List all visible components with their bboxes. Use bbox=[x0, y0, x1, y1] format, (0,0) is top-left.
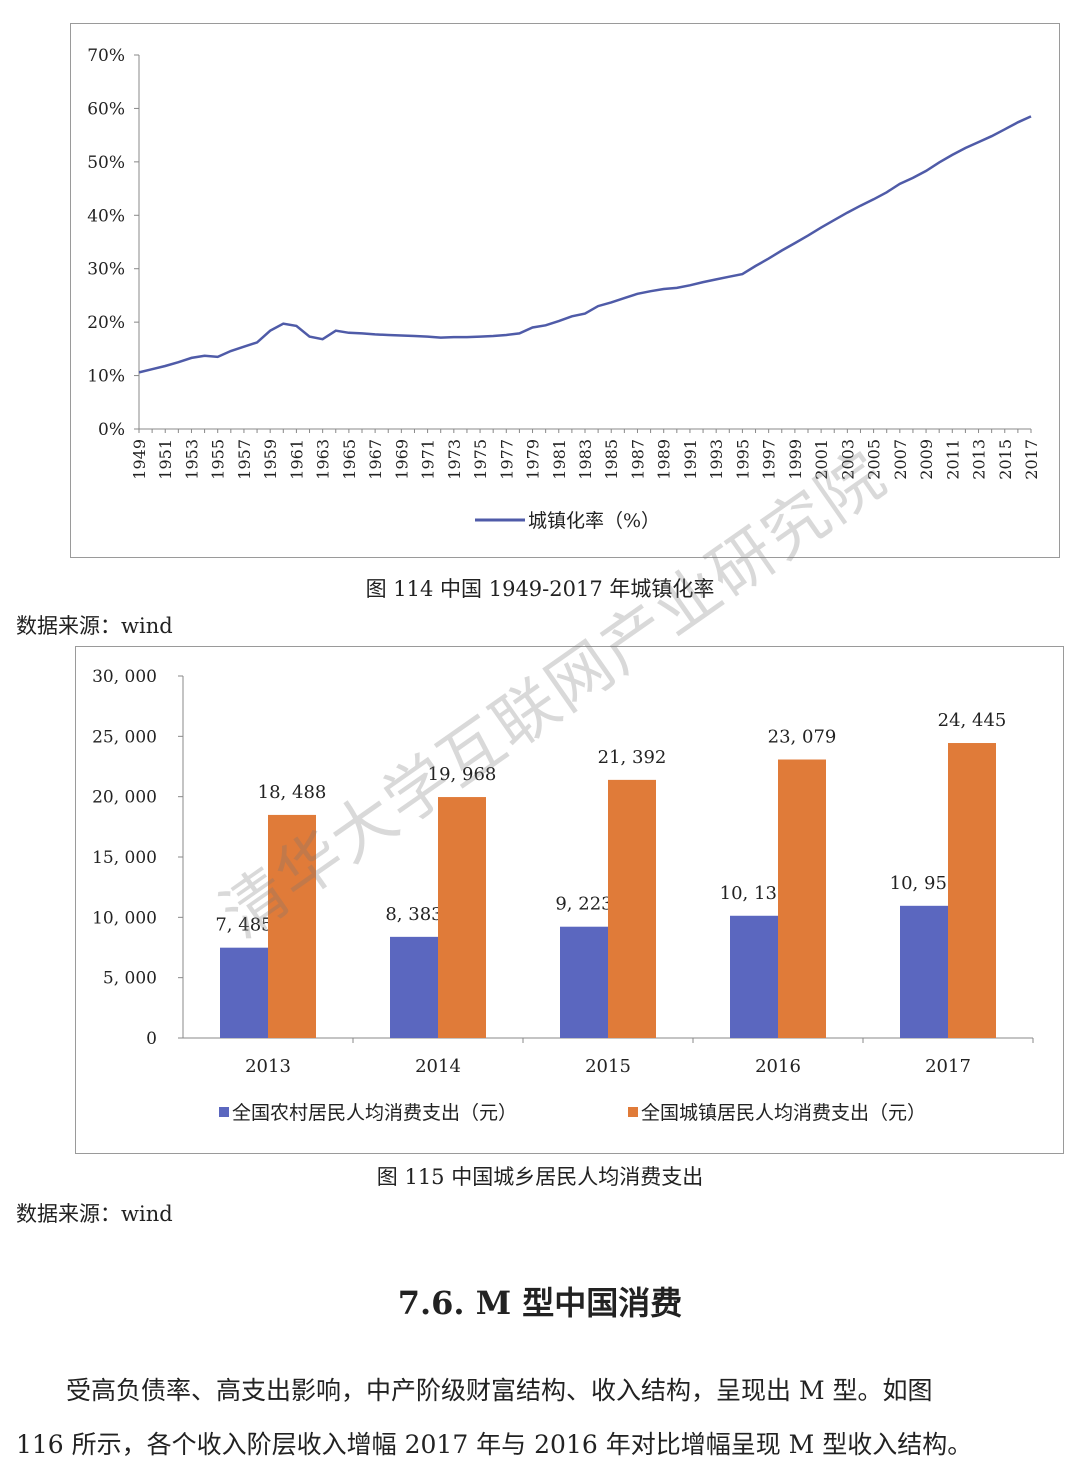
x-tick-label: 1973 bbox=[445, 439, 464, 480]
x-tick-label: 1995 bbox=[733, 439, 752, 480]
x-tick-label: 1949 bbox=[130, 439, 149, 480]
x-tick-label: 2003 bbox=[838, 439, 857, 480]
y-tick-label: 25, 000 bbox=[92, 727, 157, 747]
legend-label: 全国农村居民人均消费支出（元） bbox=[232, 1102, 517, 1124]
data-label: 8, 383 bbox=[385, 904, 442, 925]
data-label: 10, 130 bbox=[720, 883, 789, 904]
urbanization-line-chart: 0% 10% 20% 30% 40% 50% 60% 70% 1949 1951 1953 1955 1… bbox=[87, 46, 1041, 532]
y-tick-label: 30% bbox=[87, 260, 125, 280]
data-label: 10, 955 bbox=[890, 873, 959, 894]
x-tick-label: 1999 bbox=[786, 439, 805, 480]
y-tick-label: 20, 000 bbox=[92, 788, 157, 808]
y-tick-label: 60% bbox=[87, 99, 125, 119]
x-tick-label: 1963 bbox=[314, 439, 333, 480]
x-tick-label: 1969 bbox=[392, 439, 411, 480]
y-tick-label: 70% bbox=[87, 46, 125, 66]
x-tick-label: 1967 bbox=[366, 439, 385, 480]
y-tick-label: 0 bbox=[146, 1029, 157, 1049]
body-paragraph: 受高负债率、高支出影响，中产阶级财富结构、收入结构，呈现出 M 型。如图 116… bbox=[16, 1364, 1066, 1472]
data-label: 9, 223 bbox=[555, 894, 612, 915]
legend-label: 城镇化率（%） bbox=[528, 510, 660, 532]
y-tick-label: 10% bbox=[87, 367, 125, 387]
x-tick-label: 1975 bbox=[471, 439, 490, 480]
x-tick-label: 1985 bbox=[602, 439, 621, 480]
series-line bbox=[138, 115, 1032, 374]
chart1-source: 数据来源：wind bbox=[16, 614, 173, 638]
bar-rural bbox=[390, 936, 438, 1038]
legend-swatch bbox=[219, 1107, 229, 1117]
consumption-bar-chart: 0 5, 000 10, 000 15, 000 20, 000 25, 000 30, 0… bbox=[92, 667, 1034, 1124]
x-tick-label: 1983 bbox=[576, 439, 595, 480]
x-tick-label: 1981 bbox=[550, 439, 569, 480]
y-tick-label: 20% bbox=[87, 313, 125, 333]
bar-rural bbox=[560, 926, 608, 1038]
category-label: 2014 bbox=[415, 1056, 461, 1077]
category-label: 2015 bbox=[585, 1056, 631, 1077]
data-label: 7, 485 bbox=[215, 915, 272, 936]
bar-urban bbox=[608, 779, 656, 1038]
bar-rural bbox=[220, 947, 268, 1038]
y-tick-label: 5, 000 bbox=[103, 969, 157, 989]
x-tick-label: 1955 bbox=[209, 439, 228, 480]
data-label: 24, 445 bbox=[938, 710, 1007, 731]
x-tick-label: 2007 bbox=[891, 439, 910, 480]
paragraph-line-1: 受高负债率、高支出影响，中产阶级财富结构、收入结构，呈现出 M 型。如图 bbox=[66, 1376, 933, 1405]
x-tick-label: 2017 bbox=[1022, 439, 1041, 480]
data-label: 23, 079 bbox=[768, 727, 837, 748]
x-tick-label: 1979 bbox=[524, 439, 543, 480]
x-tick-label: 2011 bbox=[943, 439, 962, 480]
y-tick-label: 10, 000 bbox=[92, 908, 157, 928]
x-tick-label: 1965 bbox=[340, 439, 359, 480]
x-tick-label: 2001 bbox=[812, 439, 831, 480]
x-tick-label: 1989 bbox=[655, 439, 674, 480]
category-label: 2013 bbox=[245, 1056, 291, 1077]
data-label: 18, 488 bbox=[258, 782, 327, 803]
legend-label: 全国城镇居民人均消费支出（元） bbox=[641, 1102, 926, 1124]
bar-rural bbox=[730, 915, 778, 1038]
x-tick-label: 2005 bbox=[865, 439, 884, 480]
y-tick-label: 30, 000 bbox=[92, 667, 157, 687]
x-tick-label: 1993 bbox=[707, 439, 726, 480]
x-tick-label: 1987 bbox=[628, 439, 647, 480]
category-label: 2016 bbox=[755, 1056, 801, 1077]
y-tick-label: 40% bbox=[87, 206, 125, 226]
urbanization-chart: 0% 10% 20% 30% 40% 50% 60% 70% 1949 1951 1953 1955 1… bbox=[70, 23, 1060, 558]
consumption-chart: 0 5, 000 10, 000 15, 000 20, 000 25, 000 30, 0… bbox=[75, 646, 1064, 1154]
paragraph-line-2: 116 所示，各个收入阶层收入增幅 2017 年与 2016 年对比增幅呈现 M… bbox=[16, 1430, 973, 1459]
bar-urban bbox=[268, 814, 316, 1038]
chart1-caption: 图 114 中国 1949-2017 年城镇化率 bbox=[365, 577, 715, 601]
x-tick-label: 1951 bbox=[156, 439, 175, 480]
x-tick-label: 1959 bbox=[261, 439, 280, 480]
x-tick-label: 1991 bbox=[681, 439, 700, 480]
x-tick-label: 1961 bbox=[287, 439, 306, 480]
bar-rural bbox=[900, 905, 948, 1038]
x-tick-label: 1971 bbox=[419, 439, 438, 480]
chart2-source: 数据来源：wind bbox=[16, 1202, 173, 1226]
x-tick-label: 1953 bbox=[182, 439, 201, 480]
data-label: 19, 968 bbox=[428, 764, 497, 785]
x-tick-label: 2009 bbox=[917, 439, 936, 480]
x-tick-label: 1977 bbox=[497, 439, 516, 480]
x-tick-label: 1957 bbox=[235, 439, 254, 480]
y-tick-label: 0% bbox=[98, 420, 125, 440]
section-title: 7.6. M 型中国消费 bbox=[397, 1284, 683, 1322]
y-tick-label: 15, 000 bbox=[92, 848, 157, 868]
chart2-caption: 图 115 中国城乡居民人均消费支出 bbox=[376, 1165, 704, 1189]
x-tick-label: 2015 bbox=[996, 439, 1015, 480]
category-label: 2017 bbox=[925, 1056, 971, 1077]
x-tick-label: 2013 bbox=[970, 439, 989, 480]
bar-urban bbox=[948, 743, 996, 1038]
data-label: 21, 392 bbox=[598, 747, 667, 768]
y-tick-label: 50% bbox=[87, 153, 125, 173]
x-tick-label: 1997 bbox=[760, 439, 779, 480]
bar-urban bbox=[438, 797, 486, 1038]
legend-swatch bbox=[628, 1107, 638, 1117]
bar-urban bbox=[778, 759, 826, 1038]
